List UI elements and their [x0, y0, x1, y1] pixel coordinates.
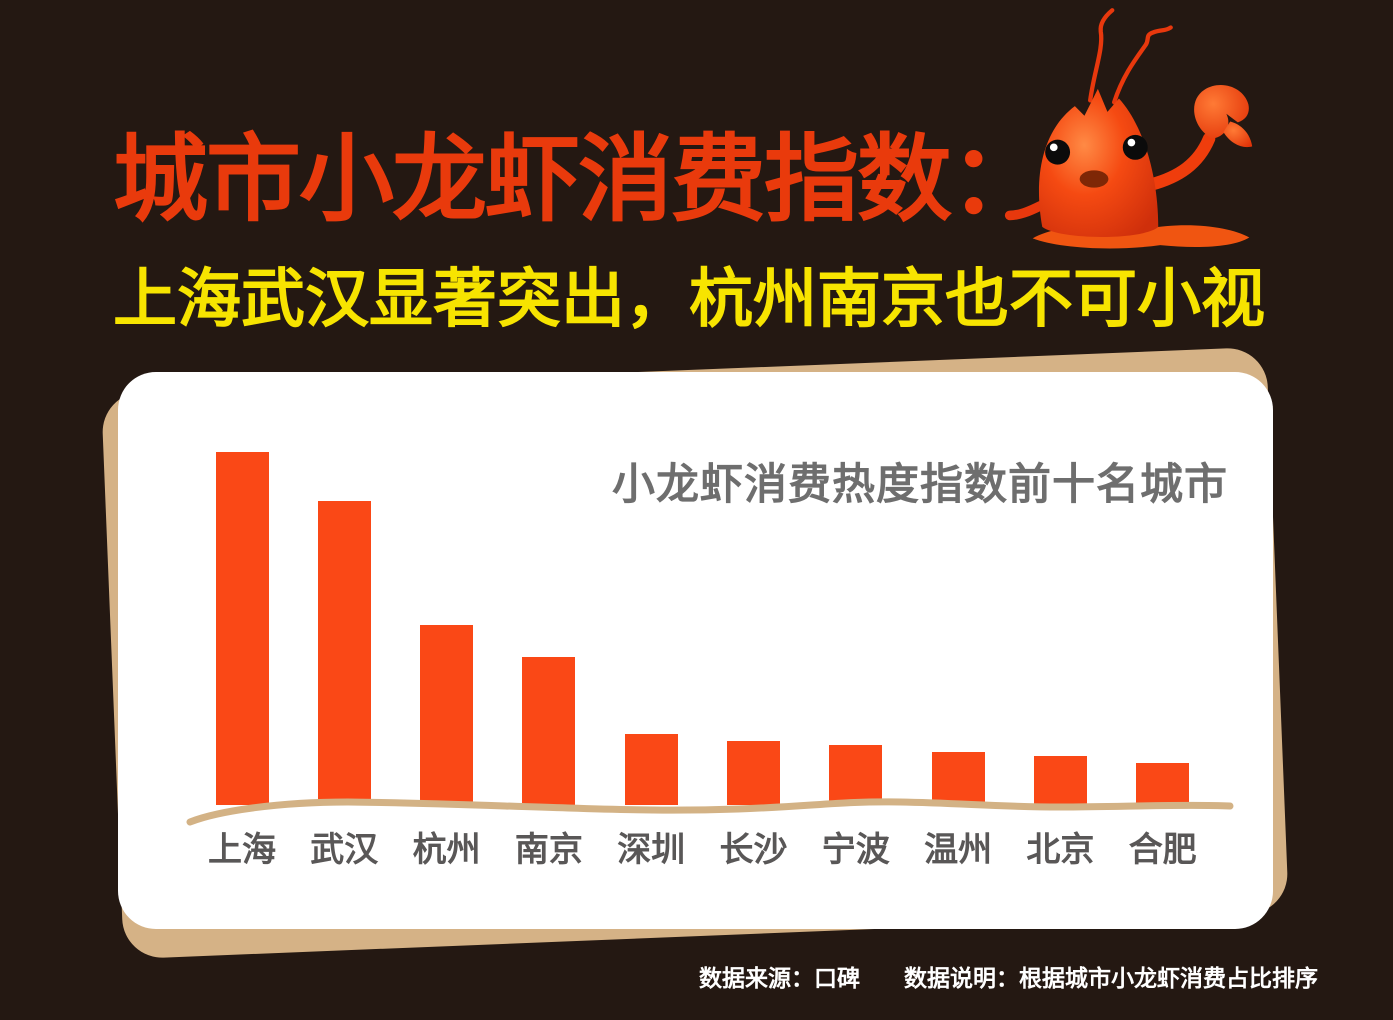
chart-card: 小龙虾消费热度指数前十名城市 上海 武汉 杭州 南京 深圳 长沙 宁波 温州 北京 合肥 [118, 372, 1273, 929]
chart-bar [1033, 755, 1087, 805]
chart-title: 小龙虾消费热度指数前十名城市 [612, 461, 1228, 509]
chart-bar [931, 752, 985, 805]
x-axis-label: 武汉 [310, 831, 379, 869]
x-axis-label: 长沙 [719, 831, 788, 869]
x-axis-label: 北京 [1026, 831, 1095, 869]
x-axis-label: 深圳 [617, 831, 686, 869]
data-note-text: 数据说明：根据城市小龙虾消费占比排序 [904, 965, 1318, 991]
chart-bar [215, 452, 269, 805]
page-title: 城市小龙虾消费指数： [113, 127, 1045, 233]
bars-layer [118, 372, 1273, 929]
right-eye [1122, 134, 1148, 160]
chart-bar [624, 734, 678, 805]
mouth [1079, 170, 1109, 188]
crayfish-mascot-icon [1004, 8, 1253, 249]
x-axis-label: 南京 [514, 831, 583, 869]
page-subtitle: 上海武汉显著突出，杭州南京也不可小视 [113, 263, 1265, 335]
x-axis-label: 上海 [208, 831, 276, 869]
chart-bar [1136, 762, 1190, 805]
chart-bar [317, 501, 371, 805]
chart-bar [829, 745, 883, 805]
x-axis-label: 合肥 [1128, 831, 1197, 869]
mascot-body [1038, 88, 1159, 237]
chart-bar [522, 656, 576, 805]
chart-bar [727, 741, 780, 805]
left-eye [1045, 139, 1071, 165]
claw-shape [1194, 85, 1249, 139]
x-axis-label: 杭州 [412, 831, 481, 869]
x-axis-label: 宁波 [821, 831, 890, 869]
x-axis-label: 温州 [924, 831, 993, 869]
data-source-text: 数据来源：口碑 [699, 965, 860, 991]
labels-layer: 上海 武汉 杭州 南京 深圳 长沙 宁波 温州 北京 合肥 [118, 372, 1273, 929]
chart-bar [420, 624, 474, 805]
footer: 数据来源：口碑 数据说明：根据城市小龙虾消费占比排序 [699, 959, 1318, 993]
